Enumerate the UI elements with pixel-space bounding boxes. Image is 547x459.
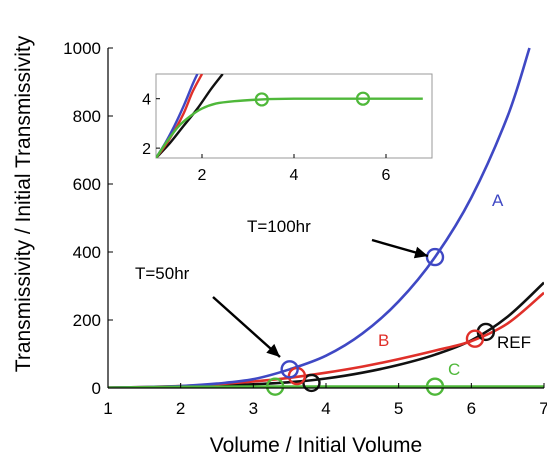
y-axis-label: Transmissivity / Initial Transmissivity bbox=[12, 35, 35, 372]
x-tick-label: 2 bbox=[176, 399, 185, 418]
x-tick-label: 1 bbox=[103, 399, 112, 418]
annotation-arrow-head bbox=[413, 246, 428, 259]
y-tick-label: 1000 bbox=[63, 39, 101, 58]
marker-a-2 bbox=[425, 247, 445, 267]
x-tick-label: 6 bbox=[467, 399, 476, 418]
annotation-text: T=100hr bbox=[247, 217, 311, 236]
y-tick-label: 200 bbox=[73, 311, 101, 330]
y-tick-label: 400 bbox=[73, 243, 101, 262]
series-label-ref: REF bbox=[497, 333, 531, 352]
x-tick-label: 4 bbox=[321, 399, 330, 418]
marker-b-2 bbox=[465, 329, 485, 348]
series-label-c: C bbox=[448, 360, 460, 379]
marker-c-1 bbox=[265, 377, 285, 396]
marker-ref-1 bbox=[302, 373, 321, 393]
x-axis-label: Volume / Initial Volume bbox=[210, 434, 422, 457]
inset-series-line-c bbox=[156, 97, 423, 158]
series-label-b: B bbox=[378, 331, 389, 350]
annotation-arrow-head bbox=[266, 343, 280, 357]
series-line-b bbox=[108, 291, 544, 388]
inset-y-tick-label: 4 bbox=[142, 92, 151, 109]
inset-y-tick-label: 2 bbox=[142, 141, 151, 158]
inset-x-tick-label: 2 bbox=[198, 167, 207, 184]
inset-marker-c bbox=[355, 91, 371, 106]
x-tick-label: 3 bbox=[249, 399, 258, 418]
y-tick-label: 600 bbox=[73, 175, 101, 194]
x-tick-label: 7 bbox=[539, 399, 547, 418]
inset-frame bbox=[155, 73, 433, 159]
inset-x-tick-label: 6 bbox=[382, 167, 391, 184]
annotation-arrow-shaft bbox=[212, 296, 281, 358]
y-tick-label: 0 bbox=[92, 379, 101, 398]
series-label-a: A bbox=[492, 191, 504, 210]
x-tick-label: 5 bbox=[394, 399, 403, 418]
inset-marker-c bbox=[254, 92, 269, 107]
annotation-text: T=50hr bbox=[135, 264, 190, 283]
marker-c-2 bbox=[425, 377, 445, 396]
marker-a-1 bbox=[280, 360, 299, 379]
y-tick-label: 800 bbox=[73, 107, 101, 126]
inset-x-tick-label: 4 bbox=[290, 167, 299, 184]
